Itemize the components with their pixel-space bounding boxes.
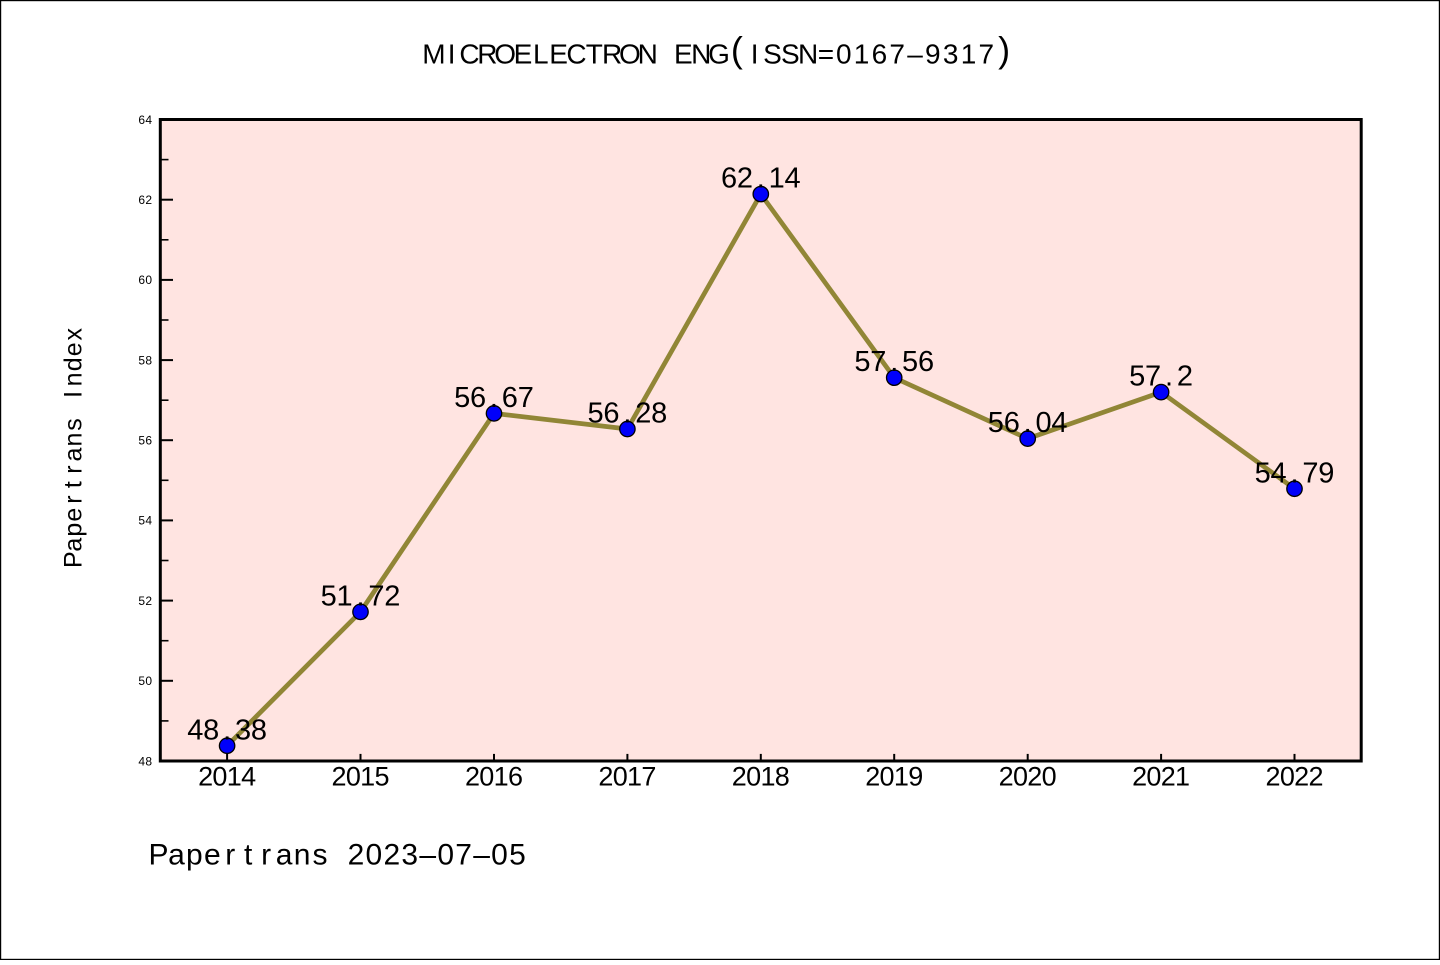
svg-text:(: (: [731, 29, 743, 70]
svg-text:2019: 2019: [865, 762, 923, 792]
svg-text:57.56: 57.56: [854, 346, 934, 378]
svg-text:): ): [998, 29, 1010, 70]
svg-text:ISSN=0167–9317: ISSN=0167–9317: [751, 39, 994, 70]
svg-text:2017: 2017: [598, 762, 656, 792]
svg-text:52: 52: [138, 594, 152, 608]
svg-text:2016: 2016: [465, 762, 523, 792]
svg-text:48.38: 48.38: [187, 714, 267, 746]
svg-text:MICROELECTRON ENG: MICROELECTRON ENG: [422, 39, 730, 70]
svg-text:56.67: 56.67: [454, 382, 534, 414]
svg-text:56: 56: [138, 434, 152, 448]
svg-text:58: 58: [138, 353, 152, 367]
svg-text:2015: 2015: [332, 762, 390, 792]
svg-text:2022: 2022: [1266, 762, 1324, 792]
svg-text:50: 50: [138, 674, 152, 688]
svg-text:62: 62: [138, 193, 152, 207]
svg-text:56.28: 56.28: [588, 398, 668, 430]
svg-text:60: 60: [138, 273, 152, 287]
svg-text:54: 54: [138, 514, 152, 528]
svg-text:54.79: 54.79: [1255, 457, 1335, 489]
svg-text:2014: 2014: [198, 762, 256, 792]
svg-text:Papertrans 2023–07–05: Papertrans 2023–07–05: [148, 839, 525, 872]
svg-text:62.14: 62.14: [721, 163, 801, 195]
svg-text:2021: 2021: [1132, 762, 1190, 792]
svg-text:56.04: 56.04: [988, 407, 1068, 439]
svg-text:64: 64: [138, 113, 152, 127]
svg-text:2020: 2020: [999, 762, 1057, 792]
svg-text:Papertrans Index: Papertrans Index: [60, 328, 88, 569]
svg-text:57.2: 57.2: [1129, 361, 1193, 393]
svg-text:51.72: 51.72: [321, 580, 401, 612]
svg-text:2018: 2018: [732, 762, 790, 792]
svg-text:48: 48: [138, 754, 152, 768]
